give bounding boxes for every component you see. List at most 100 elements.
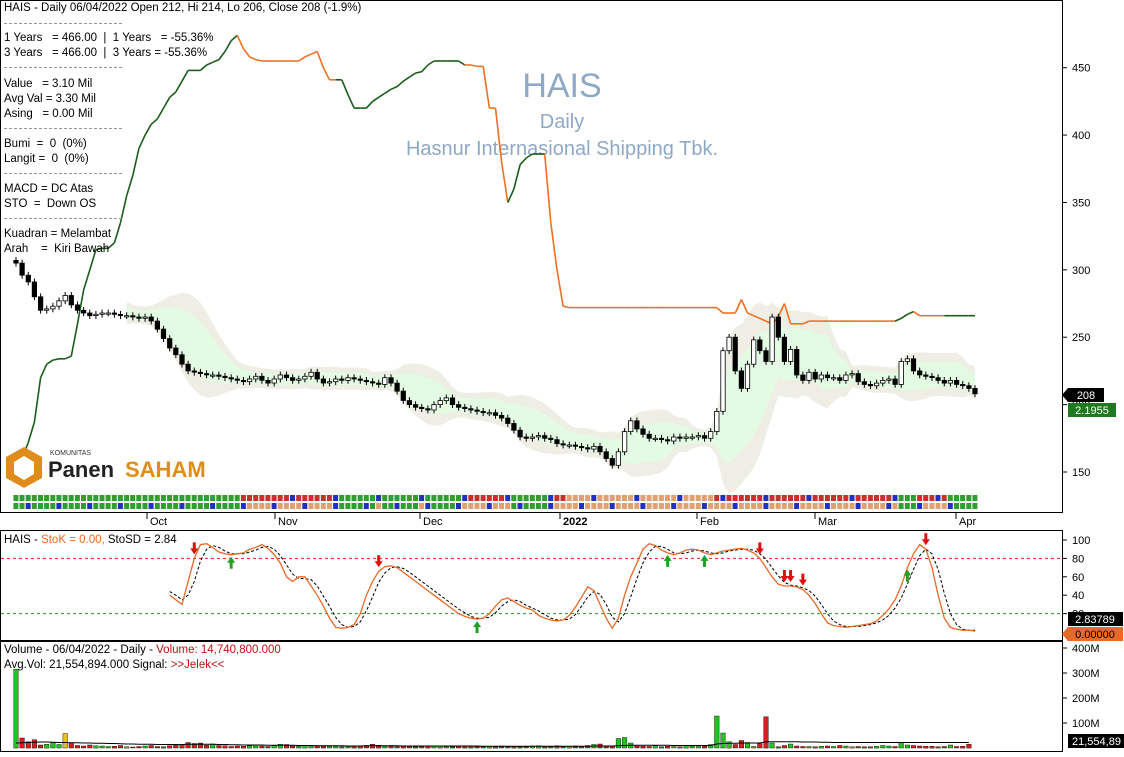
signal-strip-cell-top [695,495,701,501]
signal-strip-cell-bottom [283,503,289,509]
volume-bar [806,746,812,749]
candle-body [277,374,283,380]
candle-body [542,435,548,439]
price-axis-tick-label: 350 [1072,197,1090,209]
volume-bar [702,746,708,749]
candle-body [197,371,203,374]
volume-header-line-1: Volume - 06/04/2022 - Daily - Volume: 14… [4,644,281,656]
signal-strip-cell-top [259,495,265,501]
trend-line-segment [144,123,152,136]
candle-body [640,428,646,435]
candle-body [13,259,19,264]
candle-body [283,374,290,379]
trend-line-segment [500,161,509,203]
candle-body [831,377,837,380]
volume-bar [935,746,941,749]
signal-strip-cell-top [425,495,431,501]
trend-line-segment [543,153,552,223]
signal-strip-cell-bottom [486,503,492,509]
candle-body [394,382,400,392]
candle-body [111,312,117,315]
signal-strip-cell-bottom [892,503,898,509]
candle-body [615,451,622,466]
signal-strip-cell-top [339,495,345,501]
trend-line-segment [740,299,749,314]
signal-strip-cell-bottom [191,503,197,509]
signal-strip-cell-bottom [345,503,351,509]
trend-line-segment [242,48,251,58]
volume-bar [111,746,117,749]
candle-body [62,295,68,302]
signal-strip-cell-bottom [843,503,849,509]
trend-line-segment [415,70,422,74]
signal-strip-cell-bottom [646,503,652,509]
sell-arrow-icon [374,555,383,568]
signal-strip-cell-top [265,495,271,501]
signal-strip-cell-bottom [800,503,806,509]
candle-body [376,382,382,385]
time-axis-label: Feb [700,516,719,528]
signal-strip-cell-top [173,495,179,501]
stochastic-panel-frame [0,530,1063,641]
signal-strip-cell-bottom [603,503,609,509]
volume-header-signal-value: >>Jelek<< [171,659,225,671]
signal-strip-cell-bottom [117,503,123,509]
signal-strip-cell-top [370,495,375,501]
signal-strip-cell-bottom [499,503,504,509]
signal-strip-cell-top [499,495,504,501]
signal-strip-cell-bottom [160,503,166,509]
candle-body [689,436,695,439]
trend-line-segment [519,157,527,166]
volume-bar [124,746,130,749]
signal-strip-cell-top [296,495,302,501]
signal-strip-cell-bottom [111,503,117,509]
volume-bar [788,743,794,749]
volume-axis-tick-label: 200M [1072,693,1100,705]
volume-bar [929,746,935,749]
last-price-marker [1062,388,1104,402]
candle-body [874,382,880,387]
candle-body [960,383,966,387]
candle-body [622,431,628,453]
volume-bar [622,737,628,749]
signal-strip-cell-bottom [824,503,830,509]
volume-bar [892,746,898,749]
volume-bar [247,745,253,749]
signal-strip-cell-bottom [130,503,136,509]
signal-strip-cell-bottom [351,503,357,509]
signal-strip-cell-bottom [216,503,222,509]
info-line-sto: STO = Down OS [4,198,97,210]
candle-body [93,313,99,316]
trend-line-segment [747,312,755,317]
volume-bar [769,742,775,749]
signal-strip-cell-bottom [714,503,720,509]
signal-strip-cell-bottom [474,503,480,509]
signal-strip-cell-bottom [628,503,634,509]
signal-strip-cell-top [658,495,664,501]
signal-strip-cell-top [923,495,929,501]
info-separator [4,128,122,129]
signal-strip-cell-top [283,495,289,501]
candle-body [99,312,105,315]
signal-strip-cell-top [247,495,252,501]
candle-body [843,374,849,381]
signal-strip-cell-top [615,495,621,501]
signal-strip-cell-bottom [775,503,781,509]
trend-line-segment [458,60,466,66]
signal-strip-cell-top [136,495,142,501]
signal-strip-cell-top [806,495,812,501]
signal-strip-cell-top [474,495,480,501]
volume-bar [818,746,824,749]
signal-strip-cell-top [812,495,818,501]
signal-strip-cell-bottom [105,503,111,509]
signal-strip-cell-top [665,495,670,501]
volume-bar [339,746,345,749]
signal-strip-cell-top [93,495,99,501]
price-panel-frame [0,0,1063,513]
signal-strip-cell-bottom [837,503,843,509]
signal-strip-cell-top [788,495,793,501]
signal-strip-cell-bottom [874,503,879,509]
candle-body [265,379,271,384]
trend-line-segment [107,242,115,249]
trend-line-segment [27,421,36,443]
